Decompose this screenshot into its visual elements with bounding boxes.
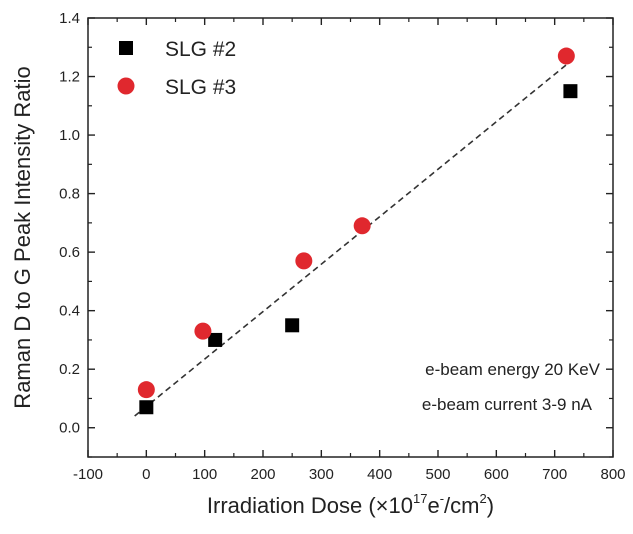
- y-tick-label: 1.4: [59, 10, 80, 27]
- data-points: [137, 47, 578, 415]
- legend-marker-slg3: [117, 77, 135, 95]
- y-tick-label: 0.6: [59, 244, 80, 261]
- legend: SLG #2 SLG #3: [117, 38, 236, 99]
- axis-tick-labels: -100 0 100 200 300 400 500 600 700 800 0.0 0.2 0.4 0.…: [59, 10, 625, 483]
- x-tick-label: 700: [542, 466, 567, 483]
- legend-marker-slg2: [119, 41, 133, 55]
- y-tick-label: 1.0: [59, 127, 80, 144]
- x-axis-label-sup2: -: [440, 491, 444, 506]
- point-circle: [194, 322, 212, 340]
- x-tick-label: 100: [192, 466, 217, 483]
- x-axis-label-sup3: 2: [480, 491, 487, 506]
- x-axis-label-post: /cm: [444, 493, 479, 518]
- point-square: [208, 332, 223, 347]
- annotation-energy: e-beam energy 20 KeV: [425, 360, 600, 379]
- legend-label-slg2: SLG #2: [165, 38, 236, 61]
- point-square: [563, 84, 578, 99]
- x-tick-label: 300: [309, 466, 334, 483]
- point-circle: [295, 252, 313, 270]
- x-tick-label: 200: [250, 466, 275, 483]
- point-square: [139, 400, 154, 415]
- x-axis-label-end: ): [487, 493, 494, 518]
- fit-line: [134, 64, 567, 417]
- point-circle: [137, 381, 155, 399]
- x-axis-label-mid: e: [427, 493, 439, 518]
- annotation-current: e-beam current 3-9 nA: [422, 395, 593, 414]
- axis-ticks: [87, 17, 614, 458]
- x-tick-label: 600: [484, 466, 509, 483]
- y-tick-label: 1.2: [59, 69, 80, 86]
- x-tick-label: 800: [600, 466, 625, 483]
- x-tick-label: 500: [425, 466, 450, 483]
- y-tick-label: 0.8: [59, 186, 80, 203]
- x-tick-label: 400: [367, 466, 392, 483]
- x-tick-label: 0: [142, 466, 150, 483]
- x-tick-label: -100: [73, 466, 103, 483]
- point-circle: [353, 217, 371, 235]
- y-axis-label: Raman D to G Peak Intensity Ratio: [10, 66, 35, 408]
- x-axis-label-pre: Irradiation Dose (×10: [207, 493, 413, 518]
- point-circle: [557, 47, 575, 65]
- legend-label-slg3: SLG #3: [165, 76, 236, 99]
- point-square: [285, 318, 300, 333]
- y-tick-label: 0.4: [59, 303, 80, 320]
- y-tick-label: 0.0: [59, 420, 80, 437]
- y-tick-label: 0.2: [59, 361, 80, 378]
- x-axis-label-sup1: 17: [413, 491, 427, 506]
- x-axis-label: Irradiation Dose (×1017e-/cm2): [207, 491, 494, 518]
